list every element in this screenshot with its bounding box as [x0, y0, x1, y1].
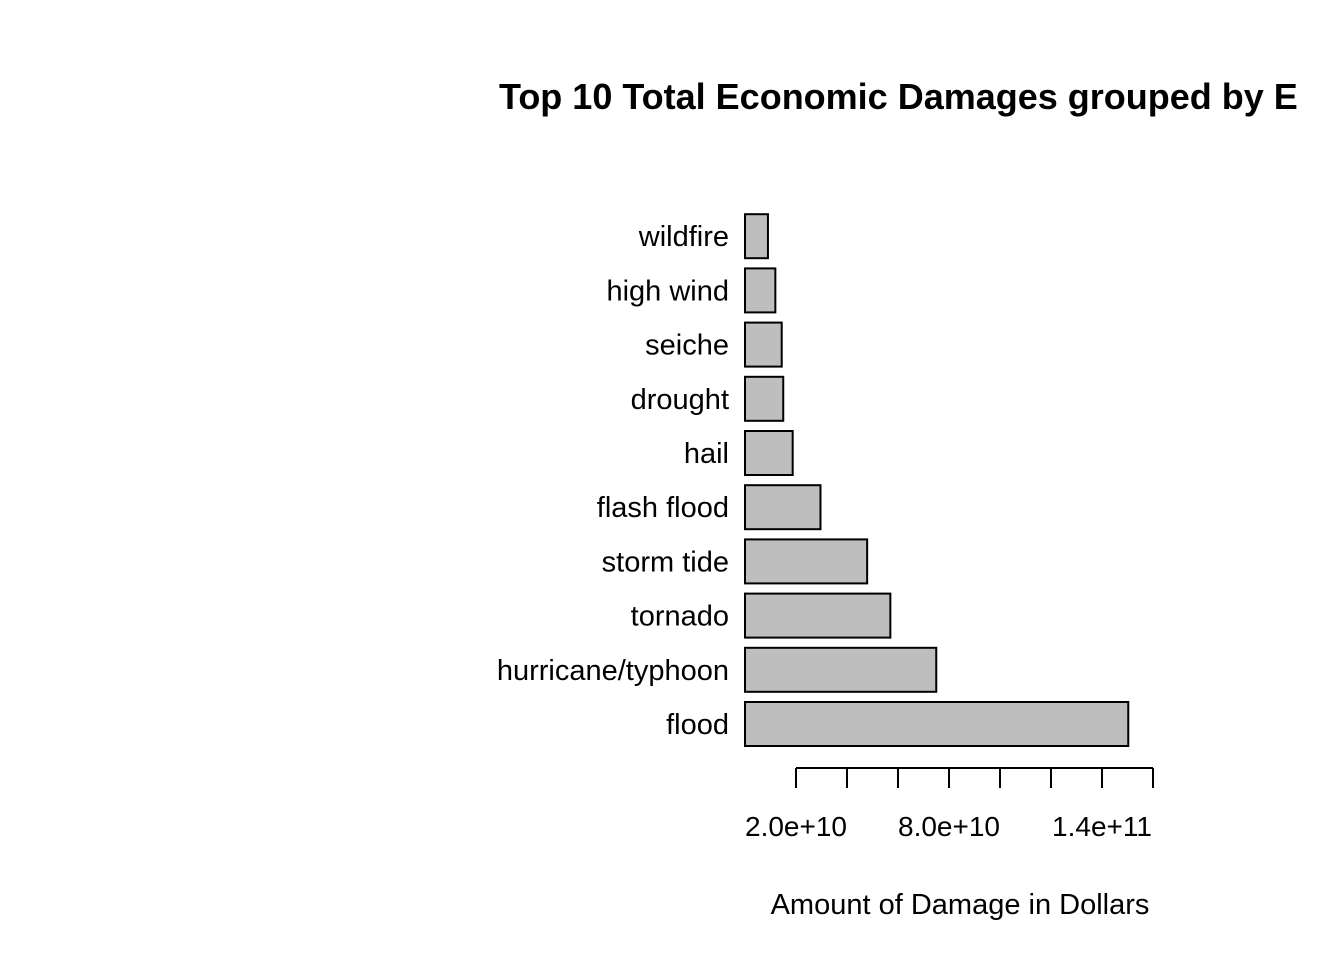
- category-label: high wind: [606, 275, 729, 307]
- x-tick-label: 8.0e+10: [898, 811, 1000, 842]
- bar-tornado: [744, 592, 892, 639]
- x-tick-label: 1.4e+11: [1052, 811, 1152, 842]
- bar-seiche: [744, 321, 783, 368]
- category-label: flash flood: [597, 492, 729, 524]
- category-label: tornado: [631, 601, 729, 633]
- bar-drought: [744, 375, 785, 422]
- bar-storm-tide: [744, 538, 869, 585]
- category-label: hail: [684, 438, 729, 470]
- category-labels-group: flood hurricane/typhoon tornado storm tide f…: [497, 221, 729, 741]
- category-label: wildfire: [638, 221, 729, 253]
- chart-title: Top 10 Total Economic Damages grouped by…: [499, 76, 1298, 117]
- category-label: hurricane/typhoon: [497, 655, 729, 687]
- category-label: storm tide: [602, 546, 729, 578]
- bar-flash-flood: [744, 484, 822, 531]
- x-axis-label: Amount of Damage in Dollars: [771, 889, 1150, 921]
- x-tick-label: 2.0e+10: [745, 811, 847, 842]
- category-label: flood: [666, 709, 729, 741]
- category-label: seiche: [645, 330, 729, 362]
- category-label: drought: [631, 384, 729, 416]
- bar-wildfire: [744, 213, 769, 260]
- bar-hurricane-typhoon: [744, 646, 938, 693]
- bar-high-wind: [744, 267, 777, 314]
- bars-group: [744, 213, 1130, 747]
- bar-hail: [744, 430, 794, 476]
- bar-flood: [744, 701, 1130, 747]
- x-axis: 2.0e+10 8.0e+10 1.4e+11: [745, 767, 1154, 842]
